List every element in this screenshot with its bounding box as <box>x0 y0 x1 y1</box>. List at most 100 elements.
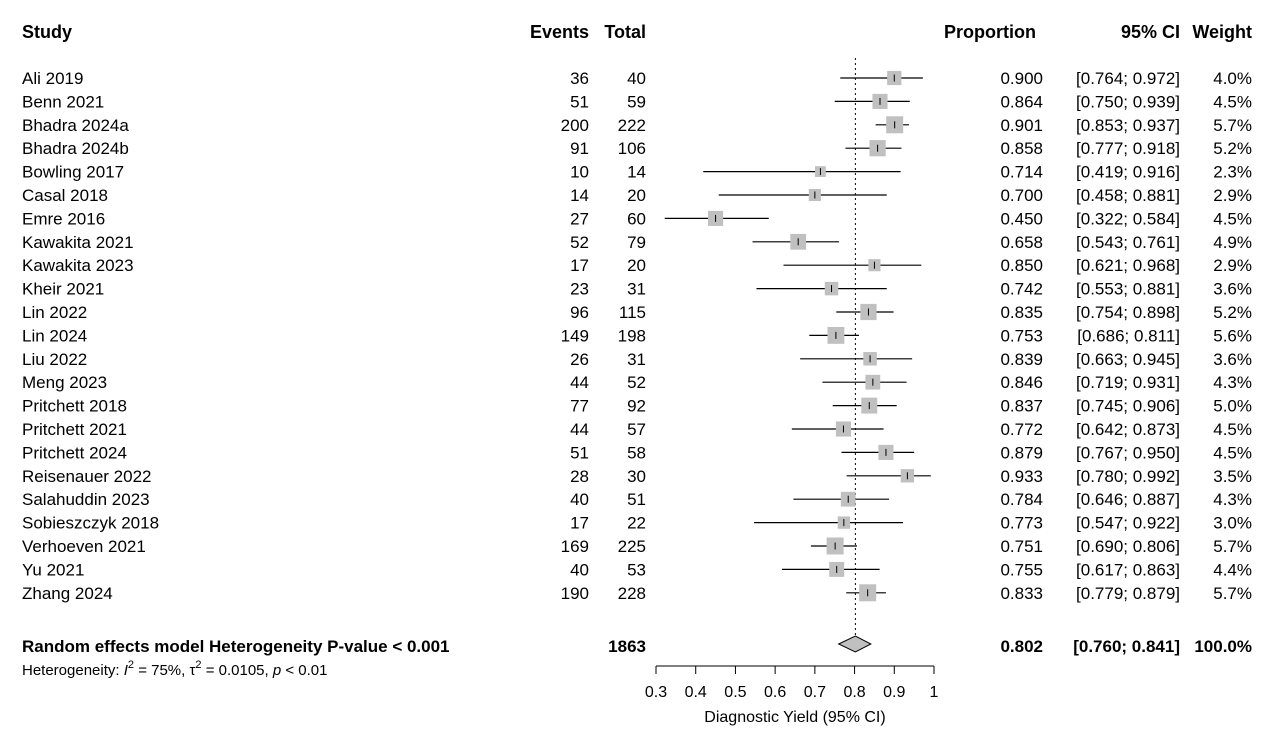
het-p-symbol: p <box>272 662 281 679</box>
study-weight: 4.0% <box>1213 69 1252 88</box>
study-total: 79 <box>627 233 646 252</box>
study-weight: 2.9% <box>1213 186 1252 205</box>
pooled-diamond <box>837 635 872 653</box>
study-total: 31 <box>627 350 646 369</box>
study-name: Salahuddin 2023 <box>22 490 150 509</box>
study-name: Pritchett 2024 <box>22 443 127 462</box>
study-events: 190 <box>561 584 589 603</box>
header-study: Study <box>22 22 72 42</box>
study-proportion: 0.933 <box>1000 467 1043 486</box>
study-ci: [0.642; 0.873] <box>1076 420 1180 439</box>
het-tau-value: = 0.0105, <box>202 662 273 679</box>
study-ci: [0.690; 0.806] <box>1076 537 1180 556</box>
study-ci: [0.853; 0.937] <box>1076 116 1180 135</box>
study-proportion: 0.714 <box>1000 163 1043 182</box>
study-row: Verhoeven 2021 169 225 0.751 [0.690; 0.806] 5… <box>22 537 1252 556</box>
study-events: 14 <box>570 186 589 205</box>
study-proportion: 0.901 <box>1000 116 1043 135</box>
pooled-weight: 100.0% <box>1194 637 1252 656</box>
study-name: Yu 2021 <box>22 560 84 579</box>
study-events: 200 <box>561 116 589 135</box>
study-weight: 5.6% <box>1213 326 1252 345</box>
x-tick-label: 0.7 <box>804 684 826 701</box>
study-events: 91 <box>570 139 589 158</box>
study-row: Kheir 2021 23 31 0.742 [0.553; 0.881] 3.6% <box>22 280 1252 299</box>
study-row: Lin 2024 149 198 0.753 [0.686; 0.811] 5.6% <box>22 326 1252 345</box>
x-tick-label: 0.8 <box>843 684 865 701</box>
study-row: Kawakita 2023 17 20 0.850 [0.621; 0.968] 2.9% <box>22 256 1252 275</box>
study-total: 228 <box>618 584 646 603</box>
study-weight: 4.9% <box>1213 233 1252 252</box>
study-total: 198 <box>618 326 646 345</box>
study-events: 10 <box>570 163 589 182</box>
study-row: Zhang 2024 190 228 0.833 [0.779; 0.879] 5.7% <box>22 584 1252 603</box>
study-row: Sobieszczyk 2018 17 22 0.773 [0.547; 0.922] 3… <box>22 514 1252 533</box>
study-row: Pritchett 2024 51 58 0.879 [0.767; 0.950] 4.5… <box>22 443 1252 462</box>
study-proportion: 0.450 <box>1000 209 1043 228</box>
study-total: 58 <box>627 443 646 462</box>
study-total: 51 <box>627 490 646 509</box>
study-ci: [0.754; 0.898] <box>1076 303 1180 322</box>
study-weight: 3.5% <box>1213 467 1252 486</box>
study-total: 20 <box>627 256 646 275</box>
study-events: 36 <box>570 69 589 88</box>
study-ci: [0.767; 0.950] <box>1076 443 1180 462</box>
study-weight: 5.7% <box>1213 537 1252 556</box>
study-ci: [0.322; 0.584] <box>1076 209 1180 228</box>
header-events: Events <box>530 22 589 42</box>
study-weight: 5.2% <box>1213 139 1252 158</box>
study-weight: 4.3% <box>1213 490 1252 509</box>
study-proportion: 0.900 <box>1000 69 1043 88</box>
study-ci: [0.750; 0.939] <box>1076 92 1180 111</box>
study-weight: 3.6% <box>1213 280 1252 299</box>
study-ci: [0.777; 0.918] <box>1076 139 1180 158</box>
header-ci: 95% CI <box>1121 22 1180 42</box>
study-total: 40 <box>627 69 646 88</box>
study-total: 57 <box>627 420 646 439</box>
study-events: 40 <box>570 560 589 579</box>
header-proportion: Proportion <box>944 22 1036 42</box>
study-name: Lin 2022 <box>22 303 87 322</box>
het-tau-exp: 2 <box>195 659 201 671</box>
study-proportion: 0.784 <box>1000 490 1043 509</box>
study-weight: 3.0% <box>1213 514 1252 533</box>
column-headers: Study Events Total Proportion 95% CI Wei… <box>22 22 1252 42</box>
study-weight: 5.7% <box>1213 116 1252 135</box>
study-name: Emre 2016 <box>22 209 105 228</box>
study-name: Verhoeven 2021 <box>22 537 146 556</box>
study-row: Emre 2016 27 60 0.450 [0.322; 0.584] 4.5% <box>22 209 1252 228</box>
study-events: 44 <box>570 373 589 392</box>
study-total: 225 <box>618 537 646 556</box>
pooled-proportion: 0.802 <box>1000 637 1043 656</box>
study-proportion: 0.658 <box>1000 233 1043 252</box>
pooled-label: Random effects model Heterogeneity P-val… <box>22 637 450 656</box>
study-row: Reisenauer 2022 28 30 0.933 [0.780; 0.992] 3.… <box>22 467 1252 486</box>
study-name: Casal 2018 <box>22 186 108 205</box>
study-events: 27 <box>570 209 589 228</box>
study-proportion: 0.858 <box>1000 139 1043 158</box>
study-proportion: 0.755 <box>1000 560 1043 579</box>
study-total: 22 <box>627 514 646 533</box>
study-proportion: 0.846 <box>1000 373 1043 392</box>
study-name: Pritchett 2018 <box>22 397 127 416</box>
study-row: Bhadra 2024b 91 106 0.858 [0.777; 0.918] 5.2% <box>22 139 1252 158</box>
study-row: Pritchett 2018 77 92 0.837 [0.745; 0.906] 5.0… <box>22 397 1252 416</box>
study-proportion: 0.879 <box>1000 443 1043 462</box>
study-row: Lin 2022 96 115 0.835 [0.754; 0.898] 5.2% <box>22 303 1252 322</box>
study-name: Kawakita 2021 <box>22 233 134 252</box>
study-row: Pritchett 2021 44 57 0.772 [0.642; 0.873] 4.5… <box>22 420 1252 439</box>
study-proportion: 0.864 <box>1000 92 1043 111</box>
x-tick-label: 0.4 <box>685 684 707 701</box>
study-ci: [0.745; 0.906] <box>1076 397 1180 416</box>
study-ci: [0.621; 0.968] <box>1076 256 1180 275</box>
x-tick-label: 0.5 <box>724 684 746 701</box>
study-weight: 5.0% <box>1213 397 1252 416</box>
pooled-total: 1863 <box>608 637 646 656</box>
study-total: 31 <box>627 280 646 299</box>
study-ci: [0.764; 0.972] <box>1076 69 1180 88</box>
study-events: 28 <box>570 467 589 486</box>
study-proportion: 0.773 <box>1000 514 1043 533</box>
study-total: 14 <box>627 163 646 182</box>
study-weight: 5.7% <box>1213 584 1252 603</box>
